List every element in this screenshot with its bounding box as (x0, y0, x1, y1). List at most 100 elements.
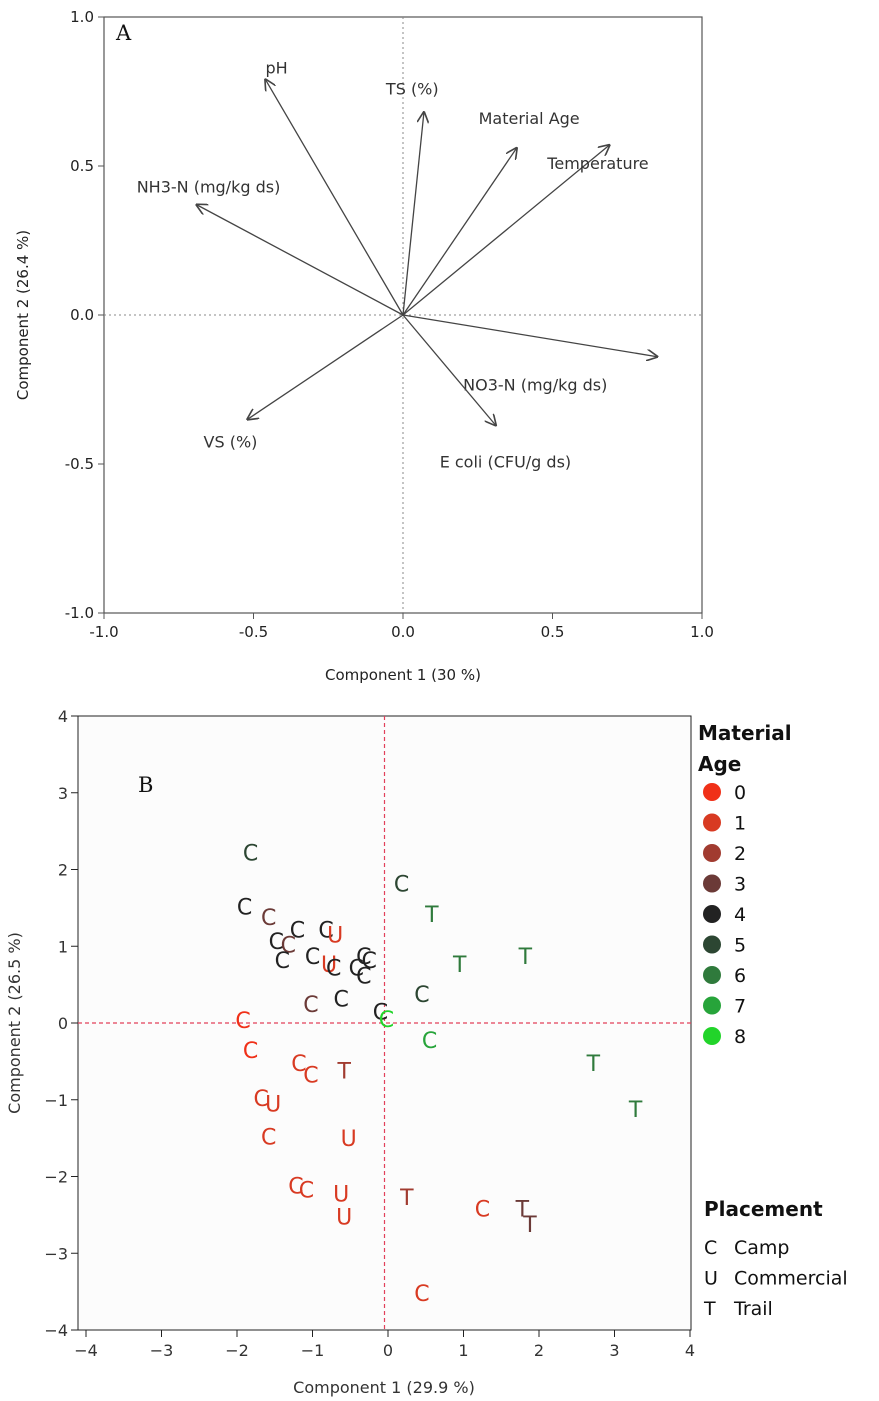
loading-vector-label: NO3-N (mg/kg ds) (463, 376, 607, 395)
panel-a-letter: A (115, 21, 132, 45)
score-point: C (303, 1063, 318, 1088)
legend-color-item: 8 (703, 1026, 746, 1048)
panel-b-y-tick-label: −1 (44, 1091, 68, 1110)
legend-color-swatch (703, 905, 721, 923)
loading-vector (402, 314, 496, 425)
legend-color-label: 7 (734, 996, 746, 1018)
legend-color-label: 1 (734, 813, 746, 835)
panel-b-y-tick-label: 1 (58, 937, 68, 956)
legend-marker-label: Trail (733, 1298, 773, 1320)
score-point: C (356, 964, 371, 989)
legend-color-swatch (703, 996, 721, 1015)
panel-b-x-tick-label: −2 (225, 1341, 249, 1360)
legend-color-label: 8 (734, 1026, 746, 1048)
score-point: C (305, 945, 320, 970)
score-point: C (303, 993, 318, 1018)
score-point: C (394, 872, 409, 897)
score-point: T (628, 1098, 643, 1123)
panel-a-x-tick-label: 0.5 (541, 623, 565, 641)
score-point: C (299, 1179, 314, 1204)
score-point: U (327, 924, 343, 949)
score-point: C (373, 1000, 388, 1025)
legend-color-label: 4 (734, 904, 746, 926)
legend-placement-title: Placement (704, 1197, 823, 1221)
legend-marker-symbol: T (703, 1298, 716, 1320)
loading-vector-label: E coli (CFU/g ds) (440, 452, 571, 471)
score-point: C (275, 949, 290, 974)
legend-marker-symbol: U (704, 1268, 718, 1290)
loading-vector (265, 80, 404, 316)
score-point: C (414, 1282, 429, 1307)
legend-color-item: 4 (703, 904, 746, 926)
panel-b-x-axis-label: Component 1 (29.9 %) (293, 1378, 475, 1397)
score-point: U (341, 1127, 357, 1152)
score-point: T (399, 1186, 414, 1211)
panel-b-y-axis-label: Component 2 (26.5 %) (5, 932, 24, 1114)
panel-b-x-tick-label: 3 (609, 1341, 619, 1360)
score-point: C (290, 918, 305, 943)
loading-vector-label: pH (265, 59, 287, 78)
panel-a-x-tick-label: -1.0 (89, 623, 118, 641)
legend-marker-item: T Trail (703, 1298, 773, 1320)
panel-b-y-tick-label: 2 (58, 861, 68, 880)
legend-material-age: Material Age 0 1 2 3 4 5 6 7 8 (698, 721, 799, 1048)
score-point: C (261, 1126, 276, 1151)
legend-color-item: 5 (703, 935, 746, 957)
panel-b-x-tick-label: 0 (383, 1341, 393, 1360)
legend-color-swatch (703, 783, 721, 801)
score-point: C (326, 957, 341, 982)
loading-vector-label: Temperature (546, 154, 648, 173)
score-point: C (288, 1175, 303, 1200)
legend-marker-label: Camp (734, 1237, 789, 1259)
score-point: C (356, 945, 371, 970)
panel-a-x-ticks: -1.0 -0.5 0.0 0.5 1.0 (89, 613, 714, 641)
legend-marker-item: C Camp (704, 1237, 789, 1259)
score-point: T (518, 945, 533, 970)
panel-b-x-tick-label: 1 (458, 1341, 468, 1360)
legend-material-age-title: Material Age (698, 721, 799, 776)
score-point: C (235, 1009, 250, 1034)
loading-vector-label: VS (%) (204, 432, 258, 451)
legend-color-swatch (703, 844, 721, 862)
legend-color-label: 3 (734, 874, 746, 896)
panel-a-y-ticks: -1.0 -0.5 0.0 0.5 1.0 (65, 8, 104, 622)
panel-b-y-tick-label: −4 (44, 1321, 68, 1340)
score-point: T (522, 1213, 537, 1238)
panel-b-y-tick-label: −3 (44, 1244, 68, 1263)
panel-b-x-ticks: −4 −3 −2 −1 0 1 2 3 4 (74, 1330, 695, 1360)
loading-vector (248, 314, 404, 419)
legend-color-label: 5 (734, 935, 746, 957)
panel-a-x-tick-label: 1.0 (690, 623, 714, 641)
score-point: C (334, 987, 349, 1012)
panel-b-x-tick-label: −1 (301, 1341, 325, 1360)
score-point: U (265, 1093, 281, 1118)
legend-placement: Placement C Camp U Commercial T Trail (703, 1197, 848, 1320)
panel-a-y-tick-label: 0.0 (70, 306, 94, 324)
panel-a-y-tick-label: 0.5 (70, 157, 94, 175)
loading-vector (402, 314, 657, 357)
legend-marker-label: Commercial (734, 1268, 848, 1290)
score-point: U (321, 953, 337, 978)
legend-marker-item: U Commercial (704, 1268, 848, 1290)
legend-marker-symbol: C (704, 1237, 717, 1259)
score-point: C (475, 1198, 490, 1223)
legend-color-label: 6 (734, 965, 746, 987)
legend-color-swatch (703, 966, 721, 984)
score-point: C (422, 1029, 437, 1054)
score-point: C (243, 1039, 258, 1064)
score-point: C (281, 934, 296, 959)
panel-b-x-tick-label: −3 (150, 1341, 174, 1360)
legend-color-item: 7 (703, 996, 746, 1018)
panel-b-y-tick-label: 3 (58, 784, 68, 803)
panel-b-x-tick-label: 4 (685, 1341, 695, 1360)
panel-b-x-tick-label: −4 (74, 1341, 98, 1360)
loading-vector (402, 148, 517, 316)
loading-vector-label: TS (%) (385, 79, 439, 98)
panel-b-x-tick-label: 2 (534, 1341, 544, 1360)
loading-vector (402, 145, 609, 316)
panel-a-vectors: pH TS (%) Material Age NH3-N (mg/kg ds) Temp… (137, 59, 657, 471)
panel-b-y-tick-label: 0 (58, 1014, 68, 1033)
legend-color-swatch (703, 874, 721, 893)
